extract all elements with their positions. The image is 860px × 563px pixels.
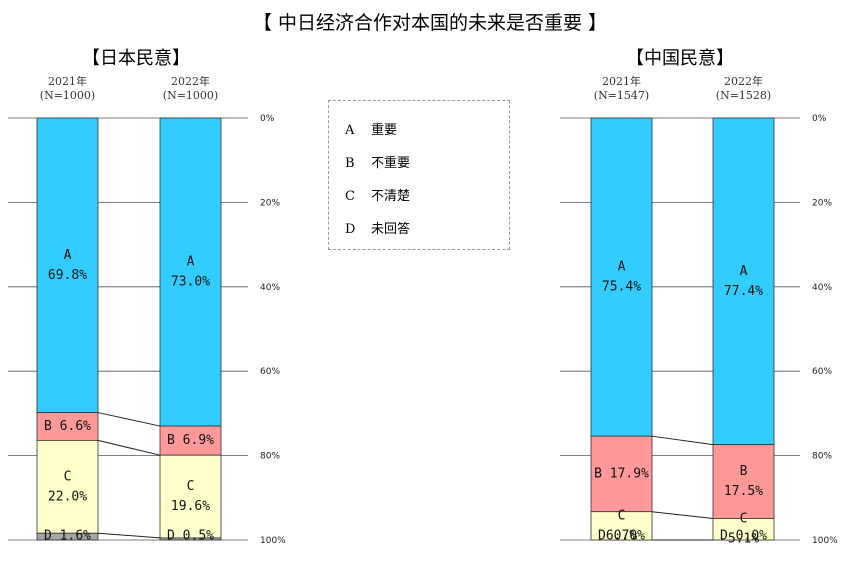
legend: A 重要 B 不重要 C 不清楚 D 未回答 xyxy=(328,100,510,250)
bar-segment-a xyxy=(590,117,653,437)
data-label-d: D 0.0% xyxy=(598,529,645,544)
legend-item-a: A 重要 xyxy=(345,119,397,138)
y-tick-label: 20% xyxy=(260,198,280,208)
legend-item-c: C 不清楚 xyxy=(345,185,410,204)
bar-segment-b xyxy=(712,444,775,519)
connector-line xyxy=(651,435,714,446)
legend-key: A xyxy=(345,123,355,138)
legend-label: 不清楚 xyxy=(371,189,411,204)
x-category-label: 2022年(N=1000) xyxy=(163,74,218,102)
data-label-c: C 6.7% xyxy=(606,508,637,543)
data-label-b: B 6.9% xyxy=(167,433,214,448)
data-label-a: A 77.4% xyxy=(724,264,763,299)
data-label-d: D 0.5% xyxy=(167,529,214,544)
y-tick-label: 0% xyxy=(260,114,275,124)
data-label-c: C 22.0% xyxy=(48,469,87,504)
x-category-label: 2021年(N=1000) xyxy=(40,74,95,102)
y-tick-label: 60% xyxy=(812,367,832,377)
connector-line xyxy=(97,532,161,539)
data-label-a: A 69.8% xyxy=(48,248,87,283)
y-tick-label: 80% xyxy=(260,452,280,462)
legend-item-b: B 不重要 xyxy=(345,152,410,171)
x-category-label: 2021年(N=1547) xyxy=(594,74,649,102)
data-label-a: A 73.0% xyxy=(171,255,210,290)
legend-label: 不重要 xyxy=(371,156,411,171)
bar-segment-c xyxy=(590,511,653,541)
y-tick-label: 0% xyxy=(812,114,827,124)
bar-segment-d xyxy=(159,537,222,541)
bar-segment-d xyxy=(36,532,99,541)
bar-segment-a xyxy=(712,117,775,446)
y-tick-label: 100% xyxy=(260,536,286,546)
legend-key: B xyxy=(345,156,355,171)
data-label-b: B 17.5% xyxy=(724,464,763,499)
legend-label: 重要 xyxy=(371,123,398,138)
y-tick-label: 40% xyxy=(260,283,280,293)
y-tick-label: 40% xyxy=(812,283,832,293)
legend-label: 未回答 xyxy=(371,222,411,237)
legend-key: C xyxy=(345,189,355,204)
x-category-label: 2022年(N=1528) xyxy=(716,74,771,102)
bar-segment-c xyxy=(159,454,222,539)
data-label-c: C 5.1% xyxy=(728,512,759,547)
bar-segment-b xyxy=(590,435,653,513)
connector-line xyxy=(97,412,161,427)
panel-title-china: 【中国民意】 xyxy=(626,48,734,69)
y-tick-label: 20% xyxy=(812,198,832,208)
connector-line xyxy=(97,439,161,456)
data-label-c: C 19.6% xyxy=(171,479,210,514)
y-tick-label: 80% xyxy=(812,452,832,462)
panel-title-japan: 【日本民意】 xyxy=(82,48,190,69)
bar-segment-b xyxy=(36,412,99,441)
data-label-d: D 1.6% xyxy=(44,529,91,544)
bar-segment-c xyxy=(712,518,775,541)
y-tick-label: 60% xyxy=(260,367,280,377)
bar-segment-a xyxy=(36,117,99,413)
bar-segment-c xyxy=(36,440,99,534)
data-label-d: D 0.0% xyxy=(720,529,767,544)
legend-item-d: D 未回答 xyxy=(345,218,410,237)
y-tick-label: 100% xyxy=(812,536,838,546)
chart-title: 【 中日经济合作对本国的未来是否重要 】 xyxy=(252,12,608,34)
connector-line xyxy=(651,511,714,519)
data-label-a: A 75.4% xyxy=(602,260,641,295)
data-label-b: B 17.9% xyxy=(594,466,649,481)
bar-segment-a xyxy=(159,117,222,427)
legend-key: D xyxy=(345,222,356,237)
data-label-b: B 6.6% xyxy=(44,419,91,434)
